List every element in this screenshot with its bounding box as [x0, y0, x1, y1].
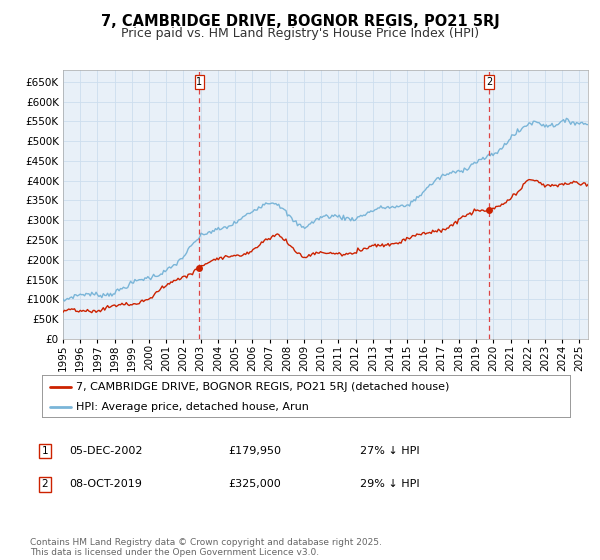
Text: 29% ↓ HPI: 29% ↓ HPI: [360, 479, 419, 489]
Text: Price paid vs. HM Land Registry's House Price Index (HPI): Price paid vs. HM Land Registry's House …: [121, 27, 479, 40]
Text: £179,950: £179,950: [228, 446, 281, 456]
Text: 08-OCT-2019: 08-OCT-2019: [69, 479, 142, 489]
Text: £325,000: £325,000: [228, 479, 281, 489]
Text: 7, CAMBRIDGE DRIVE, BOGNOR REGIS, PO21 5RJ (detached house): 7, CAMBRIDGE DRIVE, BOGNOR REGIS, PO21 5…: [76, 382, 449, 392]
Text: Contains HM Land Registry data © Crown copyright and database right 2025.
This d: Contains HM Land Registry data © Crown c…: [30, 538, 382, 557]
Text: 2: 2: [486, 77, 493, 87]
Text: 1: 1: [41, 446, 49, 456]
Text: 05-DEC-2002: 05-DEC-2002: [69, 446, 143, 456]
Text: HPI: Average price, detached house, Arun: HPI: Average price, detached house, Arun: [76, 402, 309, 412]
Text: 7, CAMBRIDGE DRIVE, BOGNOR REGIS, PO21 5RJ: 7, CAMBRIDGE DRIVE, BOGNOR REGIS, PO21 5…: [101, 14, 499, 29]
Text: 1: 1: [196, 77, 202, 87]
Text: 2: 2: [41, 479, 49, 489]
Text: 27% ↓ HPI: 27% ↓ HPI: [360, 446, 419, 456]
